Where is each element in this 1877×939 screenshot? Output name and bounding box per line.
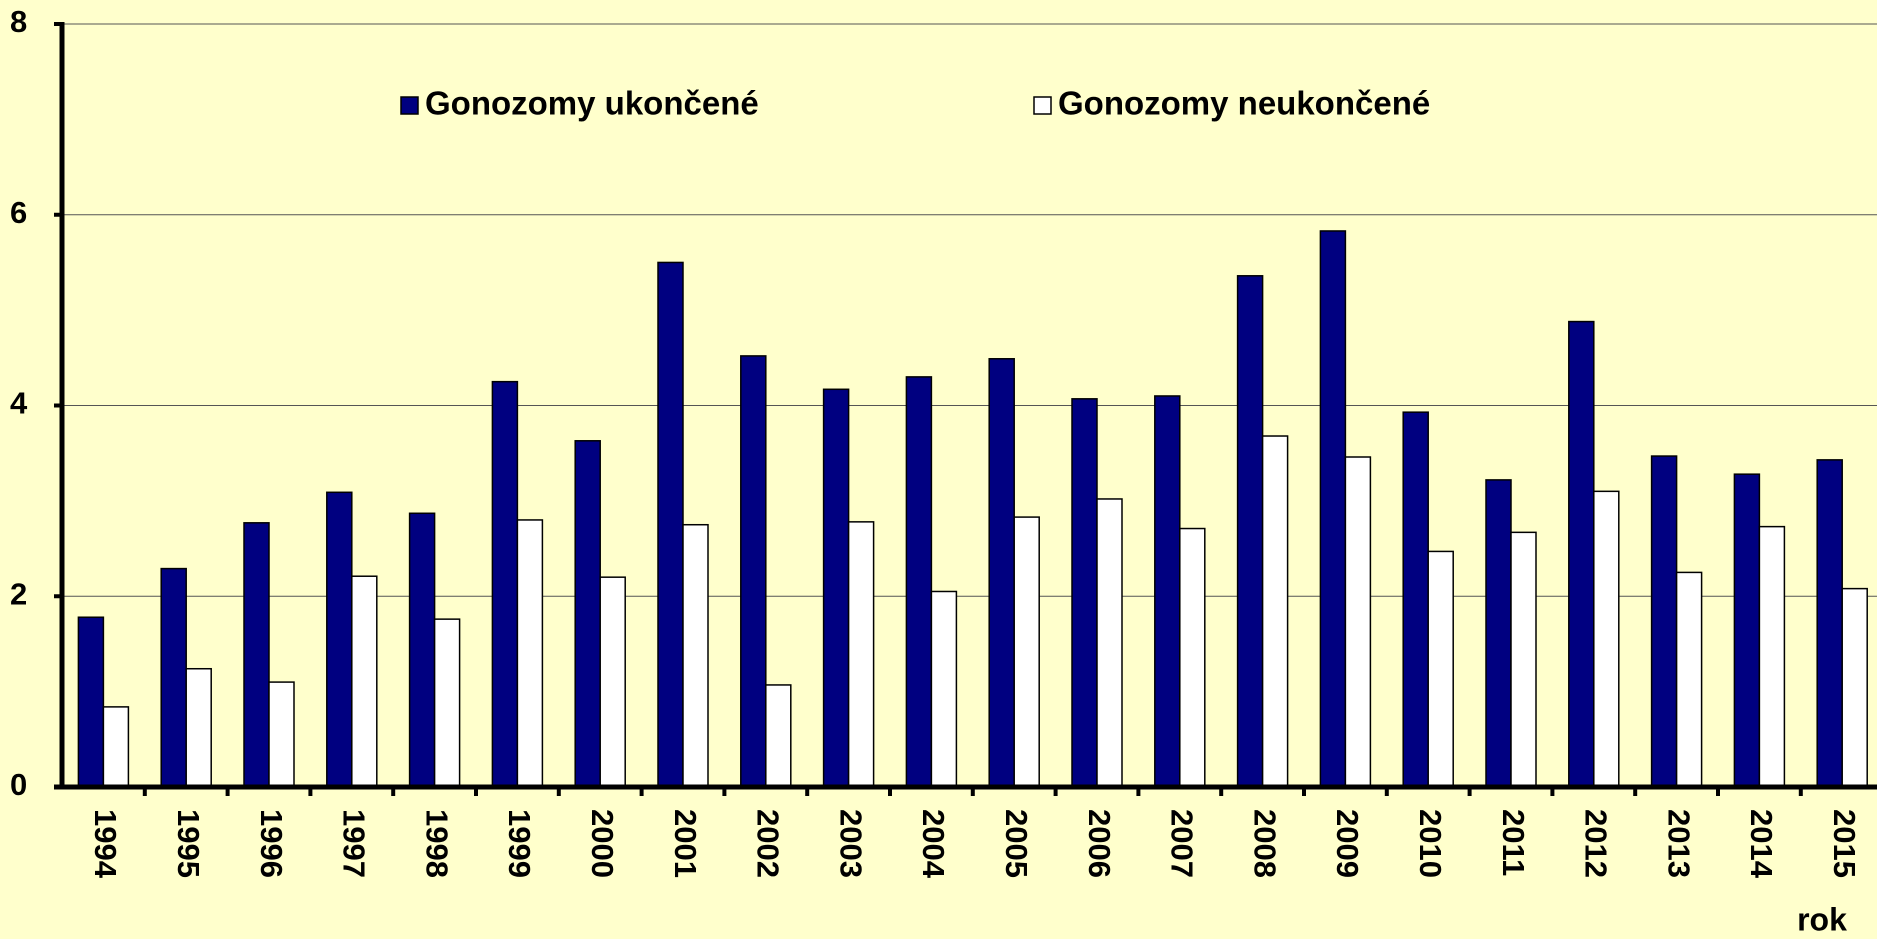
bar (268, 681, 295, 788)
x-tick-label: 2002 (751, 809, 786, 878)
bar (765, 684, 792, 788)
x-tick-label: 1998 (419, 809, 454, 878)
bar (1568, 320, 1595, 788)
x-tick-label: 1995 (171, 809, 206, 878)
x-tick-label: 2001 (668, 809, 703, 878)
y-tick-label: 4 (10, 386, 28, 421)
x-tick-label: 2008 (1247, 809, 1282, 878)
bar (102, 706, 130, 788)
bar (682, 523, 709, 788)
bar (491, 380, 519, 788)
x-tick-label: 1996 (254, 809, 289, 878)
x-tick-label: 2005 (999, 809, 1034, 878)
bar (77, 616, 105, 788)
legend-swatch (1033, 96, 1052, 115)
x-tick-label: 2000 (585, 809, 620, 878)
x-tick-label: 2012 (1579, 809, 1614, 878)
bar (988, 358, 1015, 788)
x-tick-label: 2013 (1661, 809, 1696, 878)
bar (1593, 490, 1620, 788)
bar (1261, 435, 1289, 788)
legend-label: Gonozomy neukončené (1058, 85, 1430, 122)
x-tick-label: 2014 (1744, 809, 1779, 879)
y-tick-label: 6 (10, 195, 27, 230)
x-tick-label: 1997 (337, 809, 372, 878)
bar (351, 575, 378, 788)
x-tick-label: 1994 (88, 809, 123, 879)
bar (822, 388, 850, 788)
bar (1485, 479, 1512, 788)
legend-label: Gonozomy ukončené (425, 85, 759, 122)
y-tick-label: 8 (10, 4, 27, 39)
legend-swatch (400, 96, 419, 115)
bar (1013, 516, 1040, 788)
bar (1733, 473, 1761, 788)
bar (574, 440, 601, 788)
x-tick-label: 2009 (1330, 809, 1365, 878)
y-tick-label: 2 (10, 576, 27, 611)
bar (1758, 525, 1786, 788)
bar (1675, 571, 1703, 788)
x-tick-label: 2015 (1827, 809, 1862, 878)
bar (1650, 455, 1678, 788)
y-tick-label: 0 (10, 767, 27, 802)
bar (408, 512, 436, 788)
x-tick-label: 2011 (1496, 809, 1531, 876)
bar (1402, 411, 1429, 788)
bar (740, 355, 767, 788)
x-tick-label: 2006 (1082, 809, 1117, 878)
x-tick-label: 1999 (502, 809, 537, 878)
bar (930, 590, 958, 788)
bar (1236, 275, 1264, 788)
x-tick-label: 2010 (1413, 809, 1448, 878)
bar (1510, 531, 1537, 788)
bar (516, 519, 544, 788)
bar (433, 618, 461, 788)
bar (847, 521, 875, 788)
bar (1071, 398, 1098, 788)
bar (599, 576, 626, 788)
bar (1841, 587, 1868, 788)
bar (160, 567, 187, 788)
bar (657, 261, 684, 788)
bar (243, 522, 270, 788)
x-tick-label: 2007 (1165, 809, 1200, 878)
bar (185, 667, 212, 788)
bar (905, 376, 933, 788)
bar (1154, 395, 1181, 788)
bar (1319, 230, 1347, 788)
bar (1179, 527, 1206, 788)
bar (1427, 550, 1454, 788)
bar (1344, 456, 1372, 788)
bar (1816, 459, 1843, 788)
x-tick-label: 2004 (916, 809, 951, 879)
bar (1096, 498, 1123, 788)
x-tick-label: 2003 (833, 809, 868, 878)
bar (326, 491, 353, 788)
x-axis-label: rok (1797, 901, 1847, 937)
